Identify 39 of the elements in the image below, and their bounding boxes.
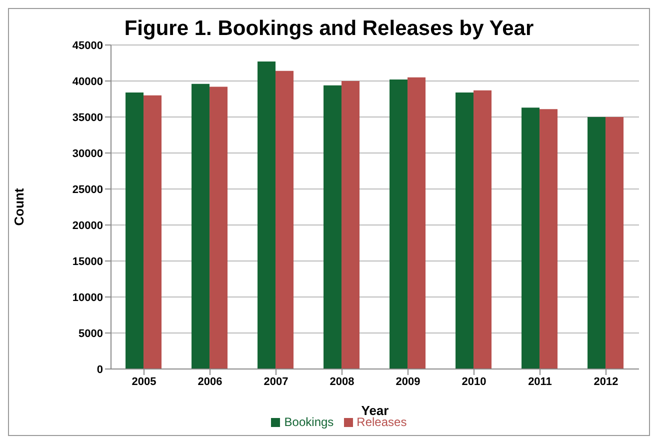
y-tick-label: 15000: [72, 256, 103, 268]
bar: [474, 90, 492, 369]
y-tick-label: 0: [96, 364, 103, 376]
bar: [456, 92, 474, 369]
bar: [408, 77, 426, 369]
y-tick-label: 10000: [72, 292, 103, 304]
x-tick-label: 2009: [396, 376, 420, 388]
y-tick-label: 40000: [72, 76, 103, 88]
bar: [126, 92, 144, 369]
bar: [210, 86, 228, 369]
chart-title: Figure 1. Bookings and Releases by Year: [123, 17, 535, 41]
x-tick-label: 2006: [198, 376, 222, 388]
bar: [522, 108, 540, 369]
bar: [606, 117, 624, 369]
y-tick-label: 30000: [72, 148, 103, 160]
bar: [324, 85, 342, 369]
bar: [540, 109, 558, 369]
bar: [588, 117, 606, 369]
x-tick-label: 2007: [264, 376, 288, 388]
bar: [258, 62, 276, 369]
bar: [276, 70, 294, 369]
y-tick-label: 35000: [72, 112, 103, 124]
legend-label: Releases: [356, 415, 407, 429]
bar: [342, 81, 360, 369]
y-tick-label: 45000: [72, 40, 103, 52]
y-tick-label: 5000: [78, 328, 103, 340]
x-tick-label: 2005: [132, 376, 156, 388]
x-axis-title: Year: [361, 403, 389, 418]
x-tick-label: 2008: [330, 376, 354, 388]
bar: [192, 84, 210, 369]
bar: [144, 95, 162, 369]
y-tick-label: 20000: [72, 220, 103, 232]
x-tick-label: 2011: [528, 376, 552, 388]
y-tick-label: 25000: [72, 184, 103, 196]
x-tick-label: 2010: [462, 376, 486, 388]
x-tick-label: 2012: [594, 376, 618, 388]
legend-label: Bookings: [284, 415, 334, 429]
y-axis-title: Count: [12, 188, 27, 226]
bar: [390, 80, 408, 369]
